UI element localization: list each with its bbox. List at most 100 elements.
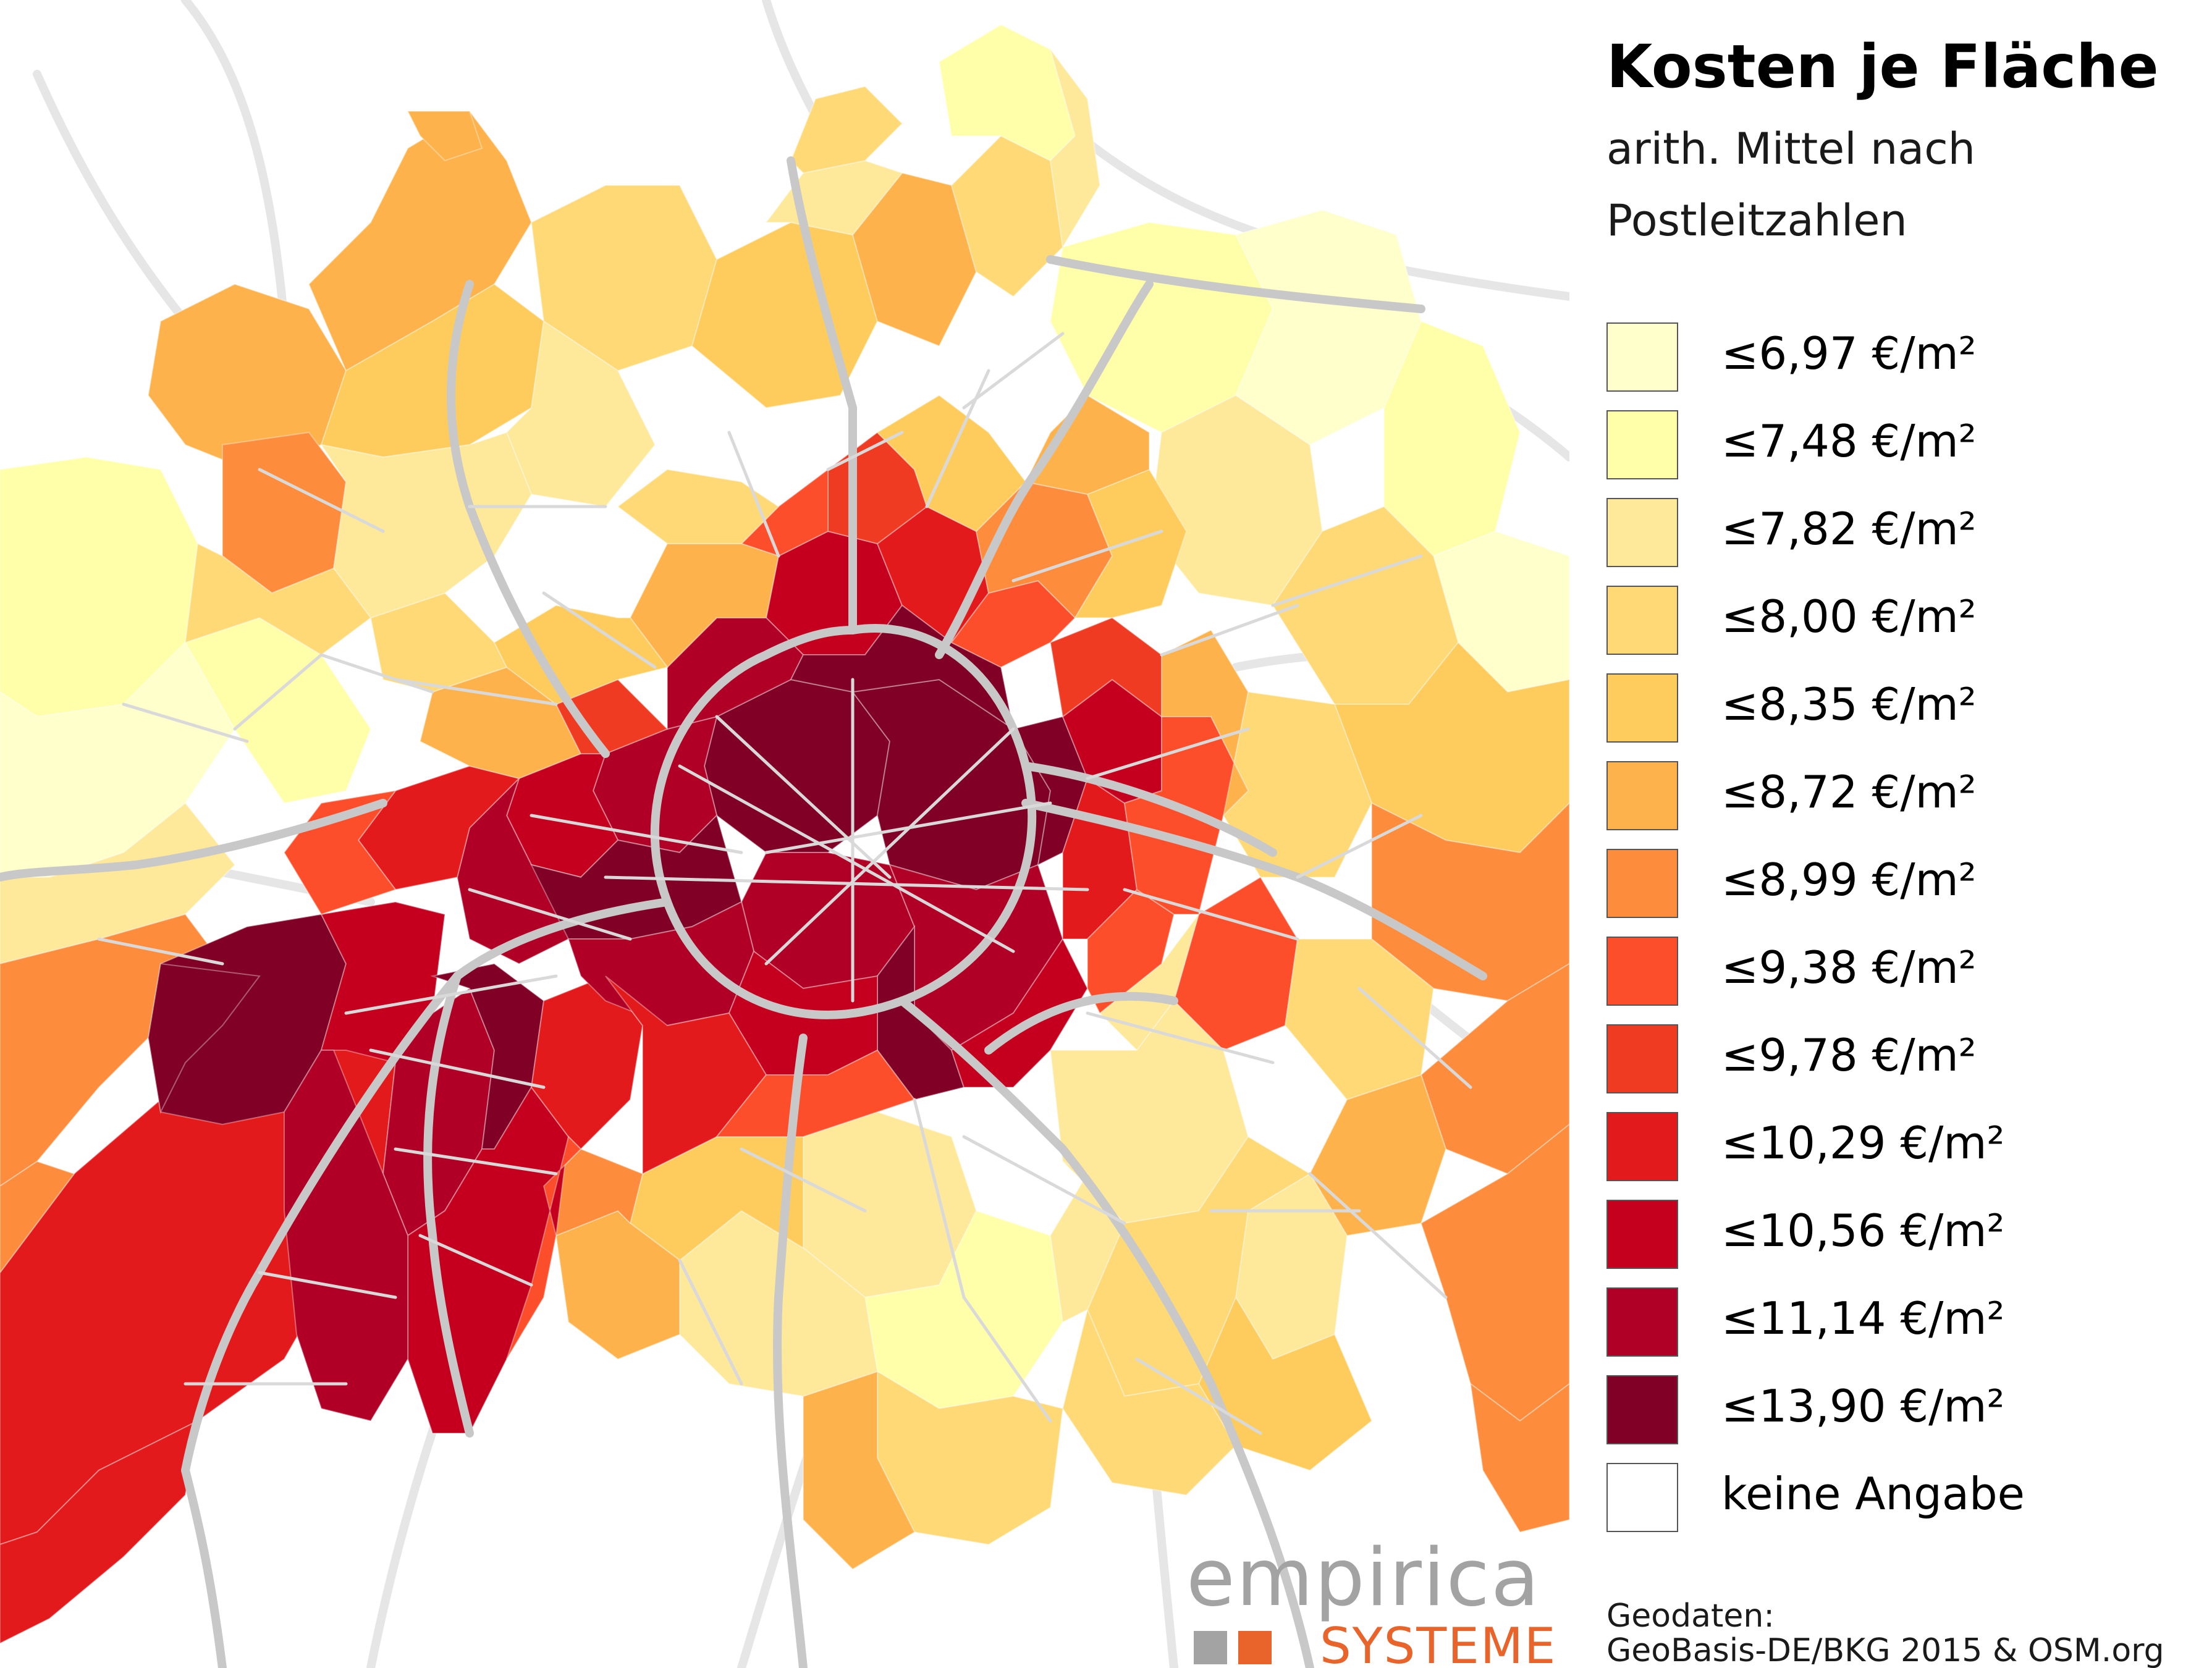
district-polygon	[715, 1049, 916, 1137]
source-line1: Geodaten:	[1606, 1598, 1775, 1635]
legend-item: ≤7,48 €/m²	[1606, 410, 2187, 482]
legend-label: ≤10,29 €/m²	[1721, 1117, 2005, 1169]
minor-road	[727, 431, 780, 558]
district-polygon	[147, 962, 261, 1114]
major-road	[1021, 762, 1277, 857]
legend-item: ≤7,82 €/m²	[1606, 498, 2187, 570]
minor-road	[468, 888, 632, 941]
legend-item: ≤13,90 €/m²	[1606, 1375, 2187, 1447]
legend-swatch	[1606, 586, 1678, 655]
minor-road	[394, 678, 558, 706]
minor-road	[1308, 1172, 1448, 1299]
legend-swatch	[1606, 761, 1678, 830]
major-road	[898, 996, 1314, 1668]
legend-swatch	[1606, 937, 1678, 1006]
major-road	[0, 799, 387, 882]
major-road	[935, 280, 1154, 659]
legend-label: ≤9,78 €/m²	[1721, 1029, 1977, 1081]
legend-item: ≤8,72 €/m²	[1606, 761, 2187, 833]
major-road	[787, 156, 857, 412]
minor-road	[418, 1234, 533, 1287]
minor-road	[1011, 529, 1163, 583]
district-polygon	[1469, 1382, 1569, 1533]
minor-road	[740, 1147, 867, 1213]
legend-item: ≤11,14 €/m²	[1606, 1287, 2187, 1359]
legend-item: ≤9,38 €/m²	[1606, 937, 2187, 1008]
minor-road	[1135, 1357, 1262, 1435]
legend-swatch	[1606, 1375, 1678, 1444]
minor-road	[1160, 604, 1299, 657]
legend-label: ≤6,97 €/m²	[1721, 327, 1977, 379]
minor-road	[764, 727, 1015, 966]
legend-swatch	[1606, 673, 1678, 743]
minor-road	[962, 1135, 1126, 1225]
minor-road	[258, 468, 385, 533]
district-polygon	[1062, 1307, 1237, 1496]
district-polygon	[505, 320, 656, 508]
district-polygon	[419, 666, 582, 780]
minor-road	[344, 974, 558, 1015]
legend-item: keine Angabe	[1606, 1463, 2187, 1535]
legend-swatch	[1606, 1463, 1678, 1532]
map-title: Kosten je Fläche	[1606, 32, 2159, 101]
minor-road	[1357, 987, 1472, 1089]
minor-road	[233, 653, 323, 731]
district-polygon	[222, 431, 347, 594]
district-polygon	[0, 1160, 75, 1274]
minor-road	[394, 1147, 558, 1176]
legend-swatch	[1606, 410, 1678, 479]
postcode-districts	[0, 23, 1569, 1645]
legend-swatch	[1606, 1024, 1678, 1093]
major-road	[453, 898, 672, 980]
district-polygon	[0, 1420, 199, 1645]
legend-item: ≤6,97 €/m²	[1606, 322, 2187, 394]
legend-item: ≤8,99 €/m²	[1606, 849, 2187, 920]
legend-swatch	[1606, 1287, 1678, 1357]
district-polygon	[284, 1050, 408, 1422]
legend-swatch	[1606, 1200, 1678, 1269]
systeme-logo: SYSTEME	[1320, 1617, 1557, 1668]
legend-label: ≤11,14 €/m²	[1721, 1292, 2005, 1344]
major-road	[773, 1034, 808, 1668]
legend-item: ≤10,29 €/m²	[1606, 1112, 2187, 1184]
minor-road	[826, 431, 904, 471]
legend-swatch	[1606, 1112, 1678, 1181]
legend-item: ≤10,56 €/m²	[1606, 1200, 2187, 1271]
district-polygon	[506, 1135, 582, 1360]
minor-road	[764, 801, 1052, 854]
map-subtitle-line2: Postleitzahlen	[1606, 195, 1907, 246]
district-polygon	[1024, 394, 1150, 495]
legend-label: ≤8,35 €/m²	[1721, 678, 1977, 730]
district-polygon	[1074, 468, 1188, 618]
district-polygon	[407, 111, 483, 162]
legend-label: ≤8,00 €/m²	[1721, 591, 1977, 642]
legend-item: ≤8,35 €/m²	[1606, 673, 2187, 745]
minor-road	[1296, 814, 1423, 879]
minor-road	[604, 875, 1089, 891]
empirica-logo: empirica	[1186, 1532, 1541, 1624]
major-road	[1046, 255, 1425, 313]
minor-road	[962, 332, 1065, 410]
minor-road	[122, 702, 249, 743]
minor-road	[369, 1048, 546, 1089]
minor-road	[678, 1258, 743, 1386]
logo-square-grey	[1194, 1631, 1227, 1664]
legend-item: ≤8,00 €/m²	[1606, 586, 2187, 657]
road-network	[0, 156, 1487, 1668]
source-line2: GeoBasis-DE/BKG 2015 & OSM.org	[1606, 1632, 2164, 1668]
legend-swatch	[1606, 322, 1678, 392]
minor-road	[962, 1295, 1052, 1423]
district-polygon	[493, 604, 669, 706]
choropleth-map	[0, 0, 1569, 1668]
major-road	[181, 972, 462, 1475]
legend-label: ≤7,48 €/m²	[1721, 415, 1977, 467]
map-canvas	[0, 0, 1569, 1668]
minor-road	[1086, 1011, 1275, 1064]
legend-label: ≤10,56 €/m²	[1721, 1205, 2005, 1257]
minor-road	[1086, 727, 1250, 780]
logo-square-orange	[1238, 1631, 1272, 1664]
district-polygon	[876, 394, 1027, 533]
minor-road	[530, 814, 743, 854]
major-road	[1021, 799, 1487, 980]
